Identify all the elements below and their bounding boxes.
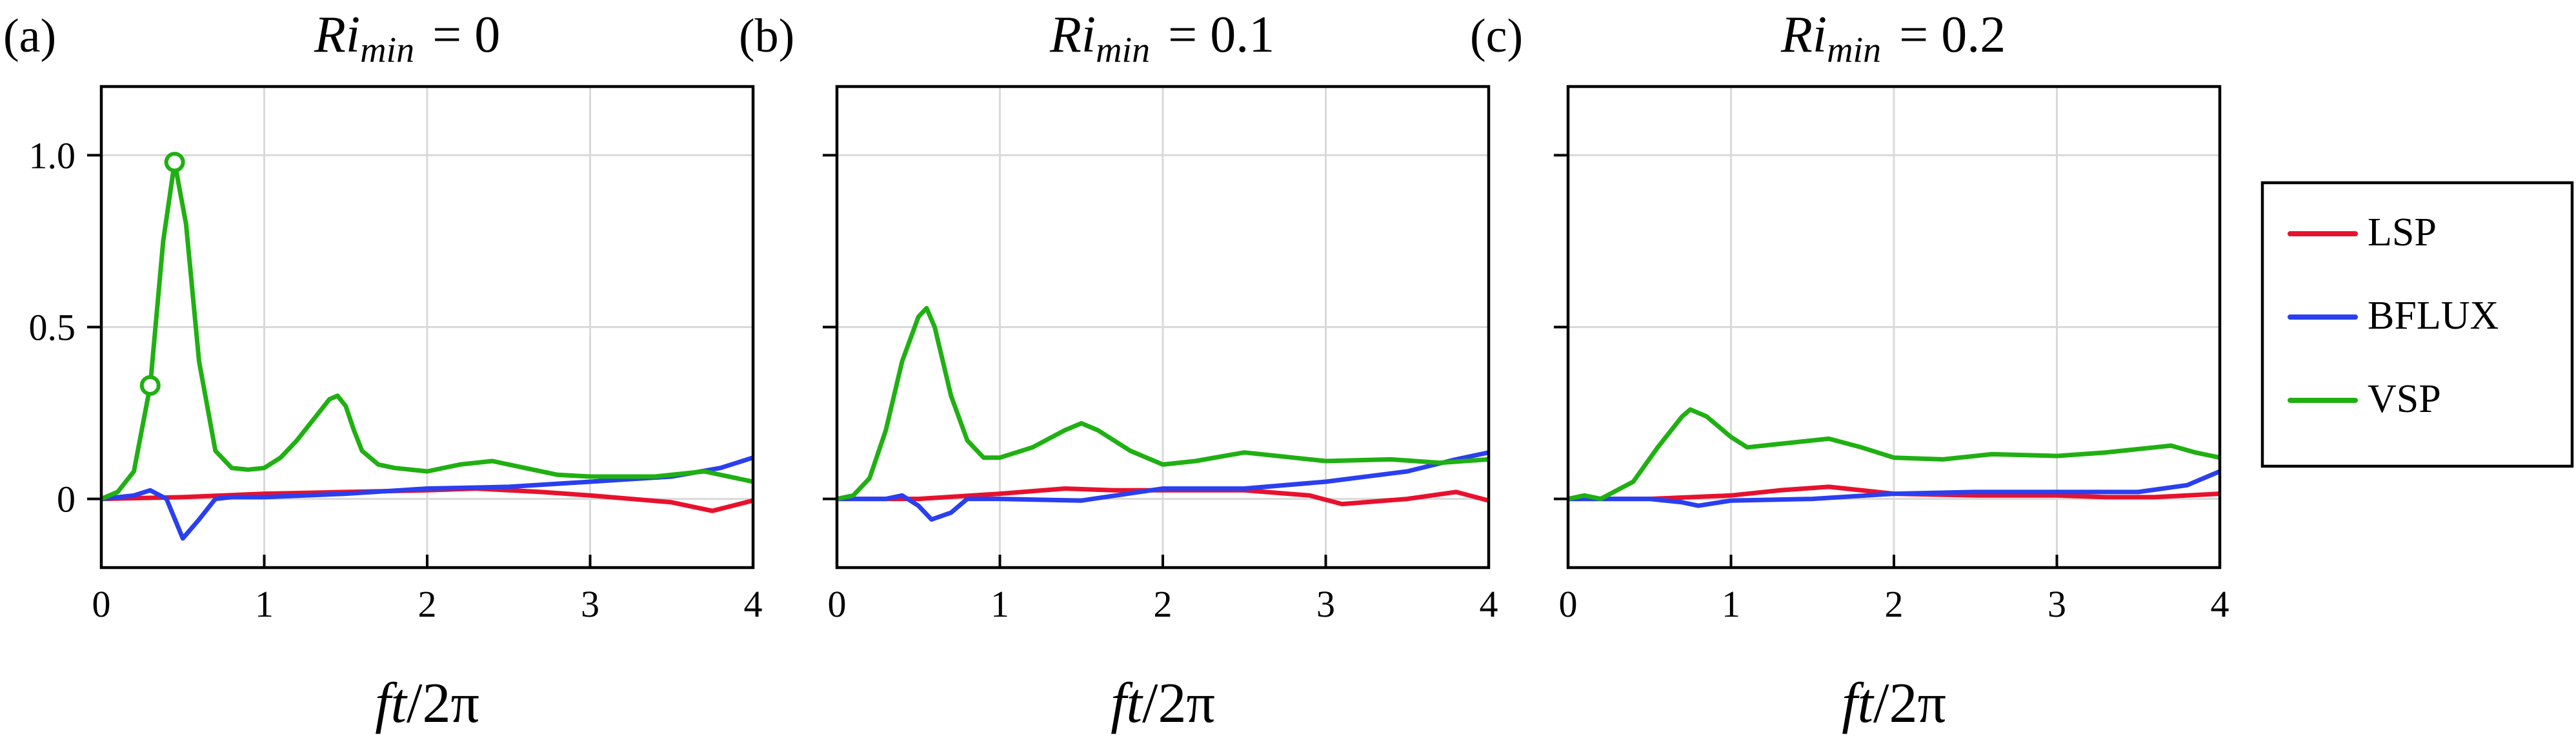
x-tick-label: 0 (92, 583, 111, 625)
series-line-vsp (837, 305, 1489, 502)
y-tick-label: 0.5 (29, 307, 76, 349)
marker-vsp (164, 152, 185, 173)
panel-a: 0 1 2 3 4 0 0.5 1.0 (a) Rimin = 0 ft/2π (3, 6, 763, 735)
x-tick-label: 1 (1722, 583, 1740, 625)
x-tick-label: 0 (828, 583, 847, 625)
x-axis-label: ft/2π (1842, 672, 1946, 735)
panel-title: Rimin = 0.2 (1780, 6, 2006, 70)
x-tick-label: 3 (2048, 583, 2066, 625)
x-tick-label: 2 (1154, 583, 1172, 625)
x-tick-label: 3 (1316, 583, 1335, 625)
x-tick-label: 4 (2211, 583, 2229, 625)
x-axis-label: ft/2π (1111, 672, 1215, 735)
x-tick-label: 3 (581, 583, 599, 625)
x-tick-label: 2 (418, 583, 437, 625)
panel-label: (b) (739, 10, 794, 63)
x-tick-label: 0 (1559, 583, 1578, 625)
panel-title: Rimin = 0 (314, 6, 500, 70)
panel-c: 0 1 2 3 4 (c) Rimin = 0.2 ft/2π (1470, 6, 2229, 735)
y-tick-label: 1.0 (29, 134, 76, 176)
series-line-bflux (1568, 469, 2220, 508)
panel-b: 0 1 2 3 4 (b) Rimin = 0.1 ft/2π (739, 6, 1498, 735)
x-tick-label: 1 (991, 583, 1009, 625)
panel-label: (c) (1470, 10, 1523, 63)
series-line-vsp (1568, 407, 2220, 502)
y-tick-label: 0 (57, 478, 75, 520)
legend-label-vsp: VSP (2368, 377, 2441, 421)
x-tick-label: 4 (744, 583, 763, 625)
x-tick-label: 1 (255, 583, 274, 625)
x-tick-label: 2 (1885, 583, 1904, 625)
panel-title: Rimin = 0.1 (1049, 6, 1274, 70)
x-tick-label: 4 (1480, 583, 1498, 625)
x-axis-label: ft/2π (375, 672, 479, 735)
series-line-bflux (837, 450, 1489, 522)
legend-label-bflux: BFLUX (2368, 294, 2499, 338)
panel-label: (a) (3, 10, 56, 63)
panels-layer: 0 1 2 3 4 0 0.5 1.0 (a) Rimin = 0 ft/2π 0 1 2 3 4 (b) Rim… (3, 6, 2229, 735)
legend-label-lsp: LSP (2368, 211, 2437, 254)
series-line-bflux (101, 455, 753, 541)
legend: LSP BFLUX VSP (2260, 181, 2574, 468)
legend-box (2260, 181, 2574, 468)
marker-vsp (139, 375, 161, 396)
